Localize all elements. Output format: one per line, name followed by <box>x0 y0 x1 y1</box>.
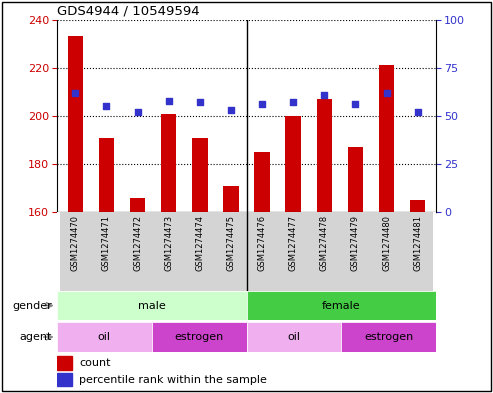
Bar <box>57 291 246 320</box>
Text: GSM1274480: GSM1274480 <box>382 215 391 270</box>
Text: GSM1274479: GSM1274479 <box>351 215 360 270</box>
Text: GSM1274475: GSM1274475 <box>226 215 236 270</box>
Point <box>258 101 266 108</box>
Bar <box>223 186 239 212</box>
Bar <box>122 212 153 291</box>
Text: male: male <box>138 301 166 310</box>
Text: GSM1274478: GSM1274478 <box>320 215 329 271</box>
Bar <box>91 212 122 291</box>
Text: GSM1274473: GSM1274473 <box>164 215 173 271</box>
Text: estrogen: estrogen <box>175 332 224 342</box>
Text: GSM1274477: GSM1274477 <box>289 215 298 271</box>
Text: GDS4944 / 10549594: GDS4944 / 10549594 <box>57 4 199 17</box>
Bar <box>99 138 114 212</box>
Text: gender: gender <box>12 301 52 310</box>
Bar <box>152 322 246 352</box>
Point <box>227 107 235 113</box>
Bar <box>246 212 278 291</box>
Bar <box>285 116 301 212</box>
Bar <box>57 322 152 352</box>
Bar <box>192 138 208 212</box>
Bar <box>402 212 433 291</box>
Point <box>71 90 79 96</box>
Point <box>383 90 390 96</box>
Bar <box>161 114 176 212</box>
Text: agent: agent <box>19 332 52 342</box>
Text: count: count <box>79 358 111 368</box>
Bar <box>57 356 72 369</box>
Text: GSM1274471: GSM1274471 <box>102 215 111 270</box>
Point <box>414 109 422 115</box>
Bar <box>57 373 72 386</box>
Text: GSM1274481: GSM1274481 <box>413 215 422 270</box>
Bar <box>278 212 309 291</box>
Bar <box>246 291 436 320</box>
Bar <box>215 212 246 291</box>
Bar <box>60 212 91 291</box>
Point <box>165 97 173 104</box>
Bar <box>371 212 402 291</box>
Bar <box>317 99 332 212</box>
Point <box>134 109 141 115</box>
Point <box>320 92 328 98</box>
Bar <box>254 152 270 212</box>
Point <box>196 99 204 106</box>
Text: GSM1274476: GSM1274476 <box>257 215 267 271</box>
Point <box>352 101 359 108</box>
Bar <box>379 65 394 212</box>
Bar <box>309 212 340 291</box>
Text: GSM1274474: GSM1274474 <box>195 215 204 270</box>
Bar <box>68 37 83 212</box>
Bar <box>246 322 341 352</box>
Text: oil: oil <box>98 332 110 342</box>
Bar <box>153 212 184 291</box>
Point <box>289 99 297 106</box>
Text: oil: oil <box>287 332 300 342</box>
Bar <box>340 212 371 291</box>
Point <box>103 103 110 109</box>
Bar <box>410 200 425 212</box>
Text: estrogen: estrogen <box>364 332 414 342</box>
Text: GSM1274470: GSM1274470 <box>71 215 80 270</box>
Text: female: female <box>322 301 361 310</box>
Bar <box>341 322 436 352</box>
Text: percentile rank within the sample: percentile rank within the sample <box>79 375 267 384</box>
Text: GSM1274472: GSM1274472 <box>133 215 142 270</box>
Bar <box>184 212 215 291</box>
Bar <box>130 198 145 212</box>
Bar <box>348 147 363 212</box>
